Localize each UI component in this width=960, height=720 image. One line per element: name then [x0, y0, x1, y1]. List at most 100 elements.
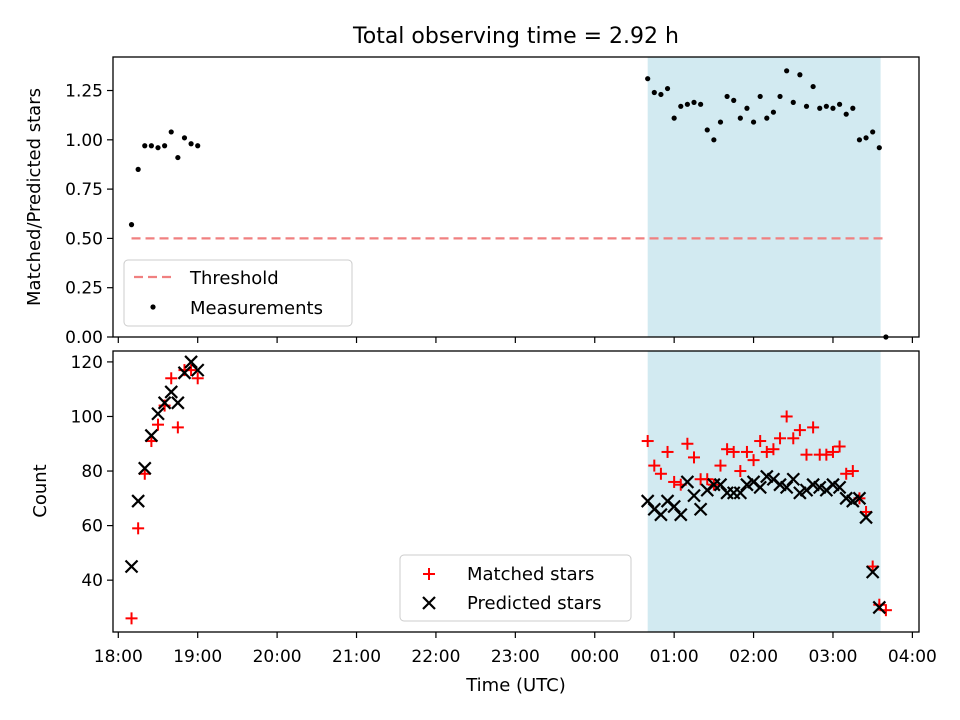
measurement-point: [651, 89, 657, 96]
matched-star-point: [661, 445, 674, 458]
predicted-star-point: [859, 510, 873, 525]
count-points: [124, 355, 892, 625]
matched-star-point: [760, 445, 773, 458]
predicted-star-point: [190, 363, 205, 377]
count-panel-ylabel: Count: [30, 464, 51, 517]
measurement-point: [188, 141, 194, 147]
matched-star-point: [734, 465, 747, 478]
matched-star-point: [747, 454, 760, 467]
matched-star-point: [714, 459, 727, 472]
count-ytick-label: 100: [71, 407, 103, 427]
matched-star-point: [681, 437, 694, 450]
measurement-point: [142, 143, 148, 149]
measurement-point: [803, 103, 810, 109]
predicted-star-point: [693, 502, 708, 517]
measurement-point: [181, 135, 188, 141]
predicted-star-point: [852, 491, 867, 506]
matched-star-point: [654, 467, 667, 480]
measurement-point: [843, 111, 849, 117]
measurement-point: [737, 115, 743, 121]
matched-star-point: [740, 445, 753, 458]
predicted-star-point: [872, 600, 887, 615]
ratio-ytick-label: 0.25: [65, 279, 103, 299]
count-ytick-label: 120: [71, 353, 103, 373]
predicted-star-point: [640, 494, 655, 508]
measurement-point: [684, 101, 690, 107]
matched-star-point: [165, 372, 178, 385]
measurement-point: [823, 103, 829, 109]
matched-stars-legend-swatch: [423, 568, 435, 580]
matched-star-point: [826, 445, 839, 458]
predicted-star-point: [680, 475, 695, 489]
chart-title: Total observing time = 2.92 h: [352, 24, 679, 49]
x-tick-label: 00:00: [570, 647, 619, 667]
count-ytick-label: 80: [81, 462, 103, 482]
measurements-legend-swatch: [150, 304, 156, 310]
predicted-star-point: [124, 559, 139, 574]
matched-star-point: [774, 432, 787, 445]
matched-star-point: [767, 443, 780, 456]
x-tick-label: 22:00: [411, 647, 460, 667]
matched-star-point: [701, 473, 714, 486]
measurement-point: [770, 109, 777, 115]
matched-star-point: [780, 410, 793, 423]
measurement-point: [764, 115, 770, 121]
measurement-point: [790, 99, 796, 105]
count-ytick-label: 40: [81, 571, 103, 591]
ratio-ytick-label: 0.75: [65, 180, 103, 200]
measurement-point: [671, 115, 677, 121]
matched-star-point: [125, 612, 138, 625]
predicted-stars-legend-swatch: [422, 596, 436, 610]
ratio-panel-frame: [112, 56, 920, 338]
ratio-panel-highlight-band: [647, 57, 881, 337]
x-tick-label: 23:00: [491, 647, 540, 667]
measurement-point: [830, 105, 836, 111]
measurement-point: [744, 105, 750, 111]
x-axis-label: Time (UTC): [465, 675, 566, 696]
predicted-stars-legend-label: Predicted stars: [467, 593, 601, 614]
ratio-ytick-label: 1.25: [65, 82, 103, 102]
measurement-point: [711, 137, 717, 143]
measurement-point: [168, 129, 174, 135]
count-ytick-label: 60: [81, 517, 103, 537]
predicted-star-point: [832, 480, 847, 495]
count-panel: 40 60 80 100 120 18:00 19:00 20:00 21:00 22:00 23…: [30, 350, 937, 696]
measurement-point: [750, 119, 757, 125]
ratio-panel-legend: Threshold Measurements: [123, 259, 353, 327]
matched-star-point: [688, 451, 701, 464]
x-tick-label: 21:00: [332, 647, 381, 667]
count-panel-legend: Matched stars Predicted stars: [399, 554, 632, 622]
predicted-star-point: [177, 366, 192, 380]
predicted-star-point: [171, 396, 185, 410]
predicted-star-point: [733, 486, 748, 500]
matched-star-point: [721, 443, 734, 456]
matched-star-point: [800, 448, 813, 461]
measurement-point: [717, 119, 724, 125]
x-tick-label: 20:00: [253, 647, 302, 667]
threshold-legend-label: Threshold: [189, 268, 279, 289]
measurement-point: [870, 129, 876, 135]
measurement-point: [135, 166, 141, 172]
measurement-point: [856, 137, 863, 143]
measurement-point: [850, 105, 856, 111]
predicted-star-point: [673, 507, 688, 522]
measurement-point: [817, 105, 823, 111]
x-tick-label: 03:00: [808, 647, 857, 667]
x-tick-label: 02:00: [729, 647, 778, 667]
measurement-point: [777, 93, 783, 100]
predicted-star-point: [687, 488, 701, 503]
measurement-point: [658, 91, 664, 98]
matched-star-point: [787, 432, 800, 445]
matched-star-point: [641, 435, 654, 448]
measurement-point: [797, 72, 803, 78]
predicted-star-point: [713, 477, 728, 492]
x-tick-label: 01:00: [650, 647, 699, 667]
matched-star-point: [846, 465, 859, 478]
measurement-point: [810, 83, 816, 90]
measurement-point: [678, 103, 684, 109]
measurement-point: [863, 135, 869, 141]
predicted-star-point: [157, 396, 172, 410]
matched-star-point: [132, 522, 145, 535]
matched-star-point: [668, 475, 681, 488]
